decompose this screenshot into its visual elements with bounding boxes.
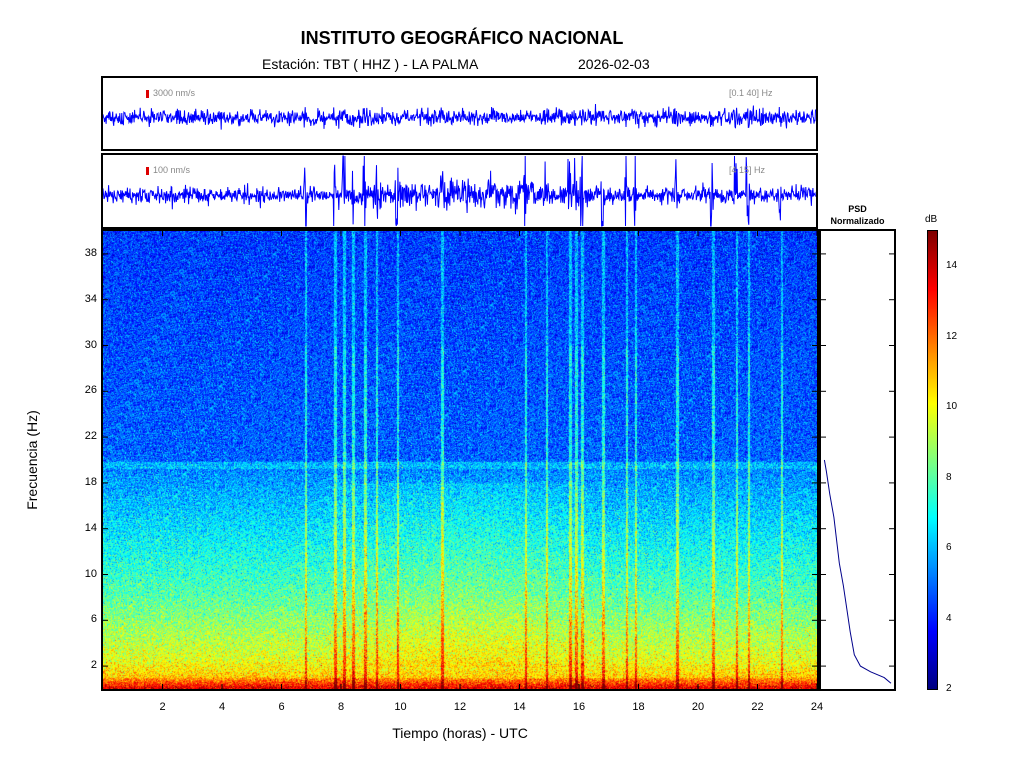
colorbar xyxy=(927,230,938,690)
psd-title-line2: Normalizado xyxy=(830,216,885,226)
y-tick-label: 6 xyxy=(90,613,97,626)
amplitude-label: 3000 nm/s xyxy=(153,88,196,98)
band-label: [0.1 40] Hz xyxy=(729,88,773,98)
x-tick-label: 10 xyxy=(394,701,407,713)
seismogram-broadband-waveform xyxy=(103,103,816,130)
spectrogram-heatmap xyxy=(103,231,817,689)
psd-curve xyxy=(823,459,892,684)
y-tick-label: 26 xyxy=(84,384,97,397)
psd-panel xyxy=(819,229,896,691)
spectrogram xyxy=(101,229,819,691)
y-tick-label: 30 xyxy=(84,338,97,351)
y-tick-label: 22 xyxy=(84,430,97,443)
station-label: Estación: TBT ( HHZ ) - LA PALMA xyxy=(262,56,479,72)
colorbar-tick-label: 12 xyxy=(946,330,958,342)
x-tick-label: 20 xyxy=(691,701,705,713)
y-tick-label: 34 xyxy=(84,292,97,305)
y-axis-label: Frecuencia (Hz) xyxy=(24,410,40,510)
waveform-line xyxy=(103,103,816,130)
x-tick-label: 6 xyxy=(278,701,285,713)
colorbar-tick-label: 4 xyxy=(946,612,952,624)
x-tick-label: 14 xyxy=(513,701,526,713)
date-label: 2026-02-03 xyxy=(578,56,650,72)
x-tick-label: 22 xyxy=(751,701,764,713)
psd-title: PSD Normalizado xyxy=(819,203,896,227)
colorbar-tick-label: 14 xyxy=(946,260,958,272)
x-tick-label: 4 xyxy=(218,701,226,713)
x-tick-label: 24 xyxy=(810,701,824,713)
x-tick-label: 12 xyxy=(453,701,467,713)
psd-curve-plot xyxy=(823,459,892,684)
colorbar-unit: dB xyxy=(925,214,938,225)
amplitude-label: 100 nm/s xyxy=(153,165,191,175)
colorbar-tick-label: 6 xyxy=(946,542,952,554)
amplitude-scale-marker xyxy=(146,167,149,175)
band-label: [4 15] Hz xyxy=(729,165,766,175)
seismogram-filtered-waveform xyxy=(103,155,816,227)
x-axis-label: Tiempo (horas) - UTC xyxy=(392,725,528,741)
y-tick-label: 38 xyxy=(84,246,97,259)
colorbar-tick-label: 10 xyxy=(946,401,958,413)
seismogram-broadband: 3000 nm/s [0.1 40] Hz xyxy=(101,76,818,151)
x-tick-label: 8 xyxy=(337,701,345,713)
waveform-line xyxy=(103,155,816,227)
y-tick-label: 18 xyxy=(84,475,97,488)
y-tick-label: 2 xyxy=(90,659,97,672)
x-tick-label: 2 xyxy=(159,701,166,713)
y-tick-label: 14 xyxy=(84,521,97,534)
amplitude-scale-marker xyxy=(146,90,149,98)
x-tick-label: 16 xyxy=(572,701,586,713)
y-tick-label: 10 xyxy=(84,567,97,580)
seismogram-filtered: 100 nm/s [4 15] Hz xyxy=(101,153,818,229)
psd-title-line1: PSD xyxy=(848,204,867,214)
page-title: INSTITUTO GEOGRÁFICO NACIONAL xyxy=(300,28,624,48)
colorbar-tick-label: 2 xyxy=(946,683,952,694)
colorbar-tick-label: 8 xyxy=(946,471,952,483)
x-tick-label: 18 xyxy=(632,701,645,713)
